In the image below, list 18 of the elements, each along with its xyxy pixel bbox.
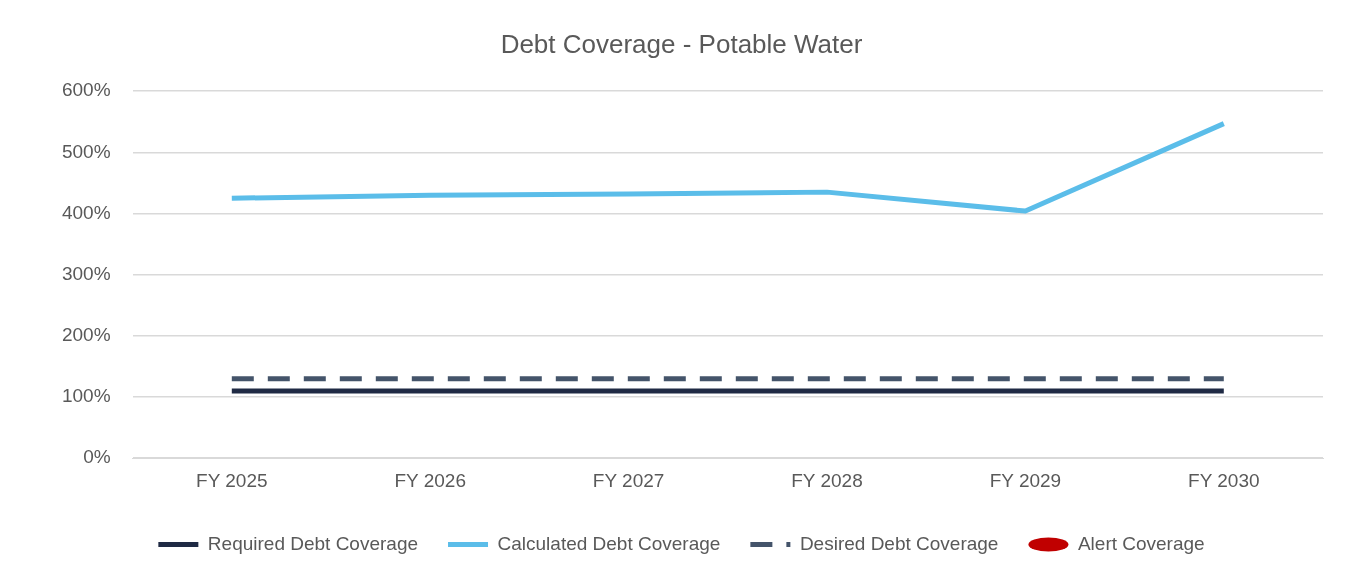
x-tick-label: FY 2028 xyxy=(791,469,863,491)
x-tick-label: FY 2027 xyxy=(592,469,665,491)
chart-title: Debt Coverage - Potable Water xyxy=(500,28,863,59)
y-tick-label: 100% xyxy=(61,385,111,407)
y-tick-label: 500% xyxy=(61,140,111,162)
legend-label: Calculated Debt Coverage xyxy=(497,532,721,554)
y-tick-label: 0% xyxy=(83,446,111,468)
legend-label: Alert Coverage xyxy=(1077,532,1205,554)
y-tick-label: 600% xyxy=(61,79,111,101)
x-tick-label: FY 2025 xyxy=(196,469,268,491)
x-tick-label: FY 2026 xyxy=(394,469,466,491)
y-tick-label: 200% xyxy=(61,324,111,346)
y-tick-label: 300% xyxy=(61,262,111,284)
x-tick-label: FY 2030 xyxy=(1188,469,1260,491)
legend-label: Required Debt Coverage xyxy=(207,532,419,554)
legend-label: Desired Debt Coverage xyxy=(799,532,999,554)
y-tick-label: 400% xyxy=(61,201,111,223)
x-tick-label: FY 2029 xyxy=(989,469,1062,491)
